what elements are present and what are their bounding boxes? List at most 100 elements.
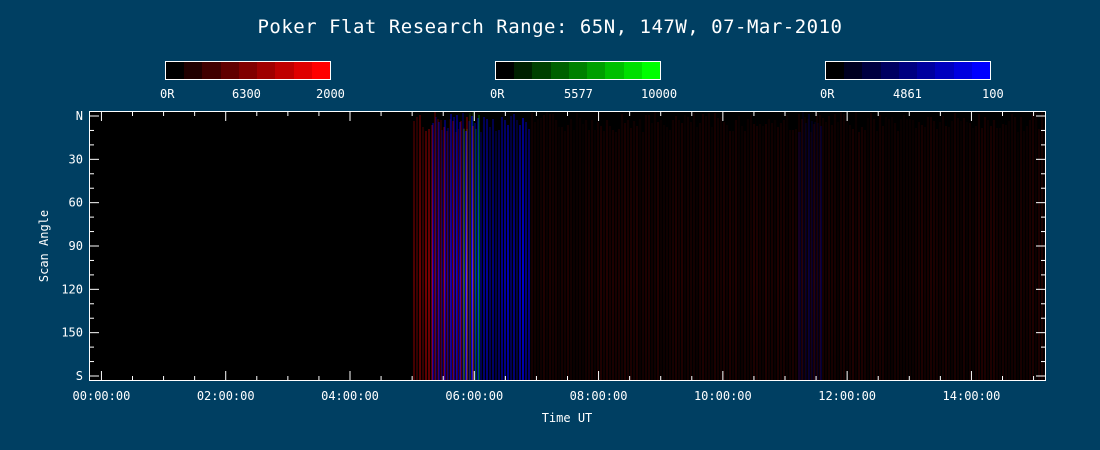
aurora-streak	[567, 124, 570, 380]
colorbar-6300	[165, 61, 331, 80]
aurora-streak	[1044, 115, 1045, 380]
aurora-streak	[451, 120, 454, 380]
aurora-streak	[753, 124, 756, 380]
aurora-streak	[820, 125, 823, 380]
aurora-streak	[1038, 129, 1040, 380]
x-tick-label: 04:00:00	[321, 389, 379, 403]
aurora-streak	[687, 117, 690, 380]
aurora-streak	[540, 117, 543, 380]
aurora-streak	[984, 116, 986, 380]
aurora-streak	[867, 118, 870, 380]
aurora-streak	[915, 128, 918, 380]
aurora-streak	[861, 127, 864, 380]
aurora-streak	[473, 123, 476, 380]
aurora-streak	[810, 131, 813, 380]
aurora-streak	[528, 128, 531, 380]
aurora-streak	[639, 119, 642, 380]
aurora-streak	[837, 121, 840, 380]
aurora-streak	[801, 112, 804, 380]
aurora-streak	[858, 131, 861, 380]
aurora-streak	[513, 113, 516, 380]
aurora-streak	[960, 121, 963, 380]
aurora-streak	[458, 121, 461, 380]
aurora-streak	[645, 115, 648, 380]
aurora-streak	[813, 124, 816, 380]
aurora-streak	[609, 126, 612, 380]
aurora-streak	[939, 121, 942, 380]
aurora-streak	[612, 130, 615, 380]
aurora-streak	[732, 130, 735, 380]
aurora-streak	[507, 125, 510, 380]
colorbar-segment	[568, 62, 588, 79]
aurora-streak	[963, 118, 966, 380]
aurora-streak	[621, 113, 624, 380]
aurora-streak	[479, 131, 482, 380]
aurora-streak	[771, 123, 774, 380]
aurora-streak	[464, 131, 467, 380]
aurora-streak	[660, 119, 663, 380]
aurora-streak	[510, 116, 513, 380]
aurora-streak	[948, 126, 951, 380]
aurora-streak	[804, 123, 807, 380]
aurora-streak	[633, 120, 636, 380]
chart-title: Poker Flat Research Range: 65N, 147W, 07…	[257, 16, 843, 38]
colorbar-segment	[496, 62, 515, 79]
aurora-streak	[735, 120, 738, 380]
aurora-streak	[603, 131, 606, 380]
aurora-streak	[975, 126, 977, 380]
aurora-streak	[945, 125, 948, 380]
colorbar-segment	[257, 62, 276, 79]
aurora-streak	[879, 114, 882, 380]
aurora-streak	[933, 120, 936, 380]
aurora-streak	[762, 126, 765, 380]
aurora-streak	[888, 118, 891, 380]
aurora-streak	[669, 130, 672, 380]
aurora-streak	[738, 116, 741, 380]
aurora-streak	[534, 121, 537, 380]
aurora-streak	[466, 117, 469, 380]
aurora-streak	[570, 119, 573, 380]
aurora-streak	[1035, 112, 1037, 380]
aurora-streak	[693, 112, 696, 380]
aurora-streak	[990, 125, 992, 380]
aurora-streak	[822, 118, 825, 380]
aurora-streak	[930, 117, 933, 380]
aurora-streak	[906, 118, 909, 380]
aurora-streak	[469, 115, 472, 380]
colorbar-segment	[550, 62, 569, 79]
aurora-streak	[543, 114, 546, 380]
aurora-streak	[987, 119, 989, 380]
colorbar-segment	[220, 62, 239, 79]
colorbar-segment	[898, 62, 918, 79]
aurora-streak	[582, 124, 585, 380]
y-tick-label: 30	[69, 152, 83, 166]
aurora-streak	[996, 127, 998, 380]
aurora-streak	[561, 126, 564, 380]
aurora-streak	[864, 130, 867, 380]
aurora-streak	[501, 116, 504, 380]
aurora-streak	[681, 123, 684, 380]
aurora-streak	[909, 118, 912, 380]
aurora-streak	[840, 112, 843, 380]
aurora-streak	[870, 113, 873, 380]
aurora-streak	[531, 113, 534, 380]
aurora-streak	[552, 114, 555, 380]
colorbar-5577-min-label: 0R	[490, 87, 505, 101]
aurora-streak	[427, 129, 430, 380]
aurora-streak	[445, 131, 448, 380]
colorbar-segment	[275, 62, 294, 79]
aurora-streak	[558, 127, 561, 380]
aurora-streak	[1005, 124, 1007, 380]
aurora-streak	[446, 127, 449, 380]
aurora-streak	[618, 128, 621, 380]
aurora-streak	[819, 115, 822, 380]
aurora-streak	[440, 129, 443, 380]
aurora-streak	[448, 119, 451, 380]
aurora-streak	[422, 127, 424, 380]
aurora-streak	[891, 117, 894, 380]
aurora-streak	[843, 113, 846, 380]
colorbar-5577-max-label: 10000	[641, 87, 678, 101]
aurora-streak	[900, 119, 903, 380]
aurora-streak	[642, 131, 645, 380]
